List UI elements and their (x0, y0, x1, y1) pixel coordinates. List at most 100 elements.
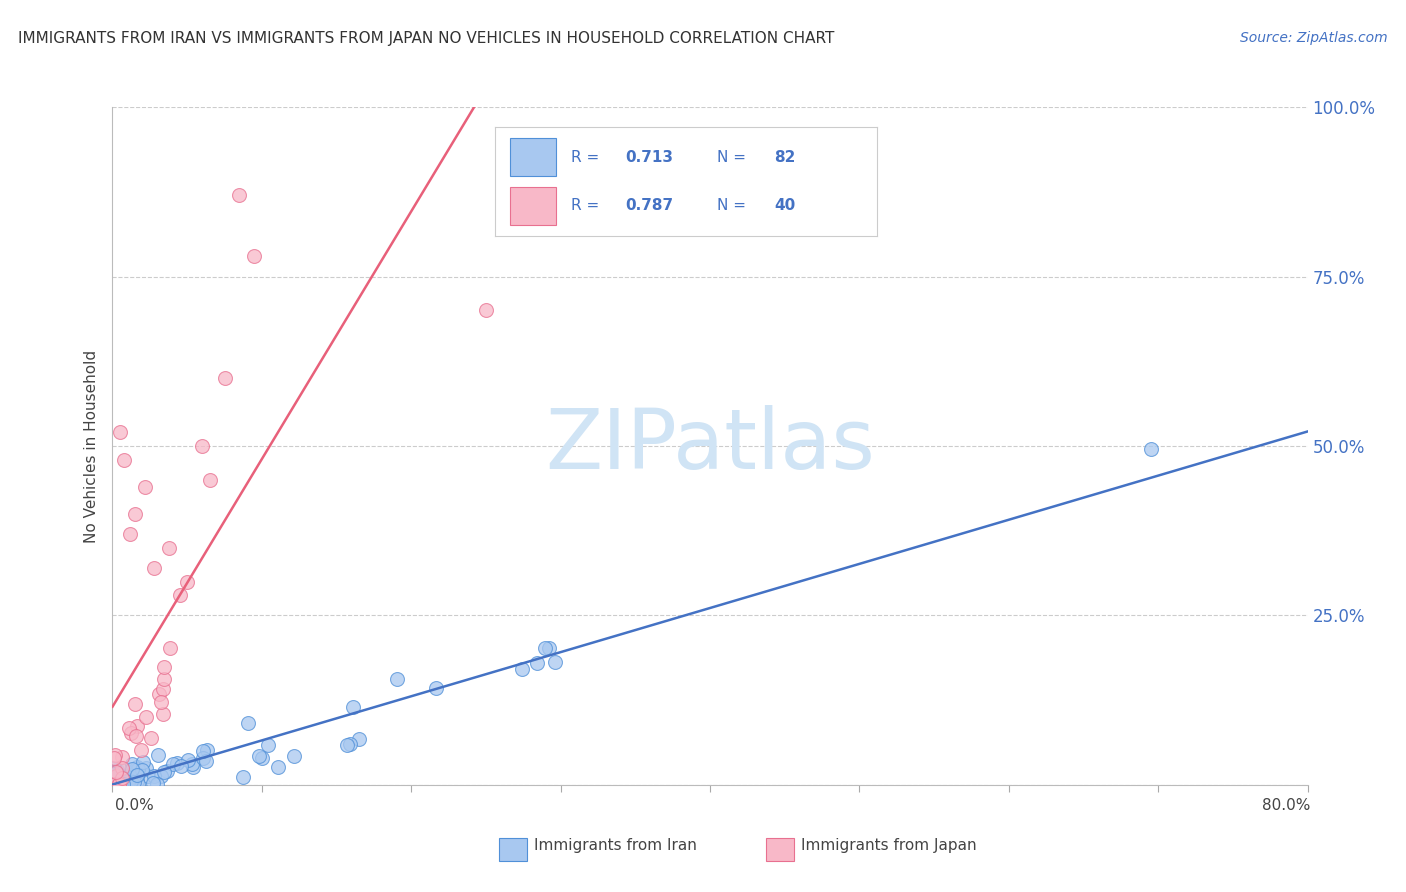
Point (107, 771, 129, 785)
Point (142, 770, 165, 784)
Text: 0.0%: 0.0% (115, 798, 155, 814)
Point (124, 697, 146, 711)
Point (104, 769, 127, 783)
Point (104, 777, 127, 791)
Point (107, 770, 129, 784)
Point (114, 777, 136, 791)
Point (135, 761, 157, 775)
Point (125, 760, 148, 774)
Point (111, 777, 134, 791)
Point (105, 771, 128, 785)
Point (121, 771, 143, 785)
Point (103, 773, 125, 788)
Point (110, 777, 132, 791)
Point (127, 773, 149, 788)
Point (103, 765, 125, 780)
Point (111, 773, 134, 788)
Point (125, 719, 148, 733)
Point (228, 188, 250, 202)
Point (103, 762, 125, 776)
Point (139, 731, 162, 745)
Point (257, 738, 280, 752)
Point (125, 769, 148, 783)
Point (103, 777, 125, 791)
Point (387, 672, 409, 686)
Point (152, 681, 174, 696)
Point (176, 574, 198, 589)
Point (120, 527, 142, 541)
Point (142, 776, 165, 790)
Point (191, 751, 214, 765)
Point (107, 766, 129, 780)
Point (103, 766, 125, 780)
Point (250, 751, 273, 765)
Point (191, 439, 214, 453)
Point (537, 640, 560, 655)
Text: Source: ZipAtlas.com: Source: ZipAtlas.com (1240, 31, 1388, 45)
Point (104, 777, 127, 791)
Point (283, 748, 305, 763)
Point (118, 767, 141, 781)
Point (195, 743, 218, 757)
Point (105, 764, 128, 779)
Point (121, 757, 143, 772)
Point (114, 764, 136, 778)
Point (135, 710, 157, 724)
Point (114, 452, 135, 467)
Point (339, 737, 361, 751)
Point (1139, 442, 1161, 457)
Point (146, 777, 169, 791)
Point (103, 751, 125, 765)
Point (510, 663, 533, 677)
Point (134, 480, 156, 494)
Point (214, 371, 236, 385)
Point (112, 777, 135, 791)
Point (111, 772, 134, 786)
Point (105, 763, 128, 777)
Point (120, 774, 142, 789)
Point (266, 760, 288, 774)
Point (121, 762, 143, 776)
Point (243, 249, 266, 263)
Point (162, 757, 184, 772)
Point (153, 673, 176, 687)
Point (183, 760, 205, 774)
Point (104, 771, 127, 785)
Point (336, 738, 359, 752)
Point (157, 541, 180, 555)
Text: Immigrants from Japan: Immigrants from Japan (801, 838, 977, 853)
Text: Immigrants from Iran: Immigrants from Iran (534, 838, 697, 853)
Point (136, 769, 159, 783)
Point (152, 660, 174, 674)
Point (104, 777, 127, 791)
Text: 80.0%: 80.0% (1263, 798, 1310, 814)
Point (120, 726, 142, 740)
Point (105, 777, 128, 791)
Text: IMMIGRANTS FROM IRAN VS IMMIGRANTS FROM JAPAN NO VEHICLES IN HOUSEHOLD CORRELATI: IMMIGRANTS FROM IRAN VS IMMIGRANTS FROM … (18, 31, 835, 46)
Point (543, 655, 565, 669)
Point (117, 775, 139, 789)
Text: ZIPatlas: ZIPatlas (546, 406, 875, 486)
Point (534, 641, 557, 656)
Point (148, 687, 170, 701)
Point (122, 775, 145, 789)
Point (198, 473, 221, 487)
Point (236, 715, 259, 730)
Point (150, 695, 173, 709)
Point (149, 769, 172, 783)
Point (107, 776, 129, 790)
Point (107, 777, 129, 791)
Point (132, 755, 155, 769)
Point (127, 762, 149, 776)
Y-axis label: No Vehicles in Household: No Vehicles in Household (84, 350, 100, 542)
Point (107, 776, 129, 790)
Point (131, 743, 153, 757)
Point (111, 772, 134, 787)
Point (526, 657, 548, 671)
Point (425, 681, 447, 696)
Point (124, 507, 146, 521)
Point (111, 771, 134, 785)
Point (107, 765, 129, 780)
Point (143, 561, 166, 575)
Point (247, 748, 270, 763)
